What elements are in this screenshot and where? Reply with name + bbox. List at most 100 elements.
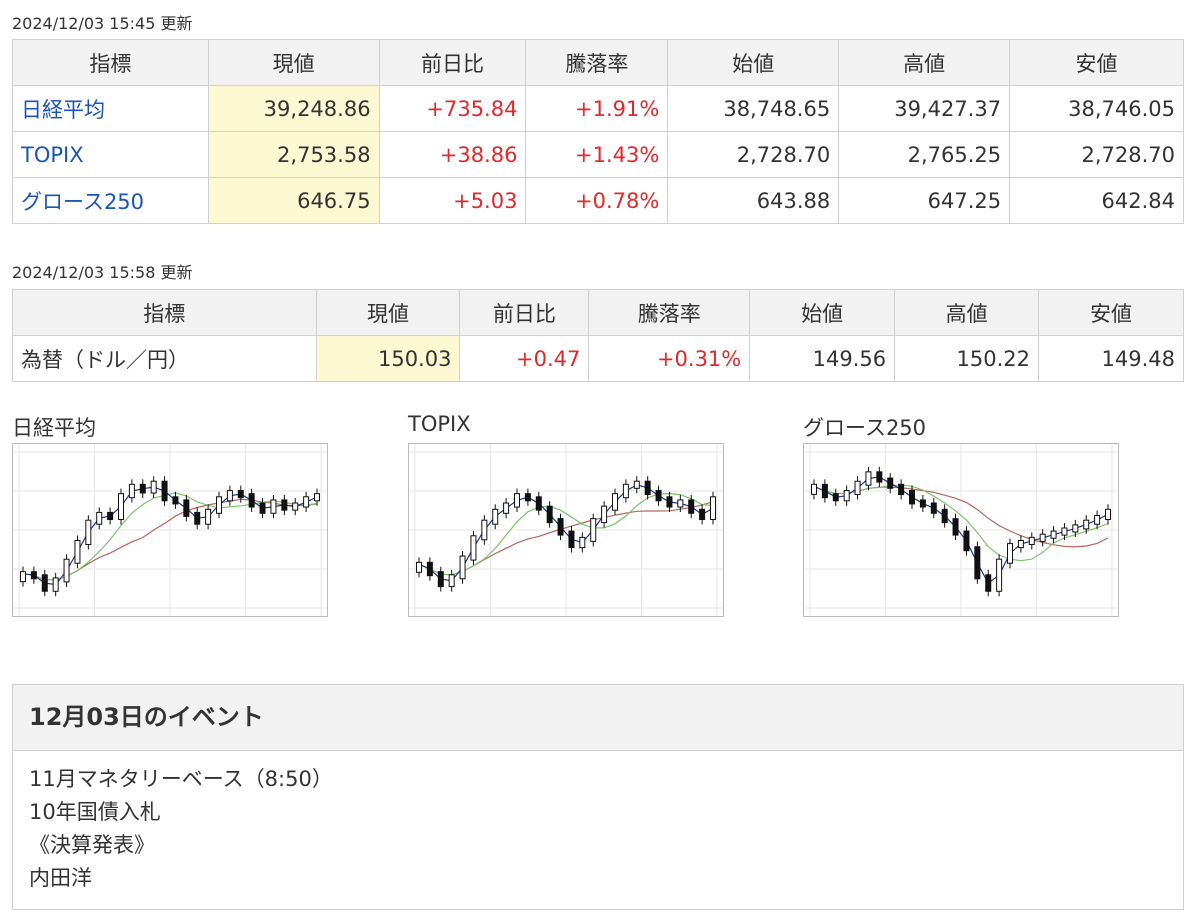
candle-body: [887, 477, 894, 489]
candlestick-chart-growth250: [804, 444, 1118, 616]
candle-body: [941, 508, 948, 524]
candlestick-chart-nikkei: [13, 444, 327, 616]
chart-nikkei[interactable]: [12, 443, 328, 617]
chart-topix[interactable]: [408, 443, 724, 617]
fx-timestamp: 2024/12/03 15:58 更新: [12, 263, 193, 282]
open-value: 149.56: [749, 335, 896, 382]
col-header: 安値: [1009, 39, 1184, 86]
candle-body: [270, 499, 277, 514]
candle-body: [150, 480, 157, 494]
candle-body: [865, 471, 872, 486]
current-value: 150.03: [315, 335, 461, 382]
moving-average-mid: [418, 492, 714, 576]
col-header: 始値: [667, 39, 840, 86]
open-value: 2,728.70: [667, 131, 840, 178]
open-value: 38,748.65: [667, 85, 840, 132]
col-header: 現値: [315, 289, 461, 336]
candle-body: [1050, 530, 1057, 539]
current-value: 646.75: [207, 177, 380, 224]
table-row: TOPIX 2,753.58 +38.86 +1.43% 2,728.70 2,…: [12, 131, 1184, 178]
candle-body: [205, 508, 212, 525]
col-header: 始値: [749, 289, 896, 336]
candle-body: [843, 490, 850, 502]
candlestick-chart-topix: [409, 444, 723, 616]
col-header: 前日比: [459, 289, 590, 336]
candle-body: [1105, 508, 1111, 521]
candle-body: [172, 496, 179, 505]
change-value: +5.03: [378, 177, 527, 224]
candle-body: [470, 535, 477, 561]
candle-body: [535, 496, 542, 511]
chart-growth250[interactable]: [803, 443, 1119, 617]
change-value: +38.86: [378, 131, 527, 178]
candle-body: [96, 511, 103, 525]
index-link-topix[interactable]: TOPIX: [21, 142, 84, 167]
change-value: +0.47: [459, 335, 590, 382]
candle-body: [974, 546, 981, 580]
candle-body: [481, 519, 488, 541]
candle-body: [699, 508, 706, 521]
col-header: 指標: [12, 289, 317, 336]
candle-body: [655, 490, 662, 502]
events-panel: 12月03日のイベント 11月マネタリーベース（8:50） 10年国債入札 《決…: [12, 684, 1184, 910]
candle-body: [666, 496, 673, 508]
candle-body: [898, 483, 905, 496]
candle-body: [1028, 536, 1035, 545]
change-value: +735.84: [378, 85, 527, 132]
candle-body: [832, 493, 839, 502]
candle-body: [622, 483, 629, 499]
candle-body: [909, 490, 915, 505]
candle-body: [303, 496, 310, 508]
candle-body: [426, 561, 433, 577]
chart-title-nikkei: 日経平均: [12, 416, 96, 440]
table-header-row: 指標 現値 前日比 騰落率 始値 高値 安値: [12, 39, 1184, 86]
low-value: 38,746.05: [1009, 85, 1184, 132]
candle-body: [107, 511, 114, 521]
table-row: 日経平均 39,248.86 +735.84 +1.91% 38,748.65 …: [12, 85, 1184, 132]
candle-body: [41, 574, 48, 592]
low-value: 642.84: [1009, 177, 1184, 224]
candle-body: [74, 539, 81, 564]
index-link-nikkei[interactable]: 日経平均: [21, 97, 105, 122]
candle-body: [30, 571, 37, 580]
candle-body: [821, 483, 828, 499]
candle-body: [118, 493, 124, 521]
candle-body: [579, 536, 586, 549]
candle-body: [1072, 524, 1079, 533]
fx-table: 指標 現値 前日比 騰落率 始値 高値 安値 為替（ドル／円） 150.03 +…: [12, 289, 1184, 382]
rate-value: +1.43%: [525, 131, 669, 178]
event-item: 10年国債入札: [29, 800, 161, 824]
candle-body: [1083, 519, 1090, 530]
candle-body: [416, 561, 422, 573]
candle-body: [996, 558, 1003, 592]
candle-body: [1039, 533, 1046, 542]
event-item: 内田洋: [29, 866, 92, 890]
col-header: 高値: [894, 289, 1040, 336]
candle-body: [876, 471, 883, 483]
candle-body: [63, 558, 70, 583]
rate-value: +0.78%: [525, 177, 669, 224]
rate-value: +1.91%: [525, 85, 669, 132]
candle-body: [590, 518, 597, 542]
events-title: 12月03日のイベント: [13, 685, 1183, 751]
candle-body: [963, 530, 970, 552]
candle-body: [514, 493, 520, 508]
candle-body: [644, 480, 651, 496]
candle-body: [161, 480, 168, 502]
candle-body: [139, 483, 146, 494]
candle-body: [281, 499, 288, 511]
low-value: 2,728.70: [1009, 131, 1184, 178]
col-header: 前日比: [378, 39, 527, 86]
candle-body: [557, 518, 564, 536]
col-header: 騰落率: [525, 39, 669, 86]
low-value: 149.48: [1038, 335, 1184, 382]
high-value: 647.25: [838, 177, 1011, 224]
candle-body: [854, 480, 861, 496]
candle-body: [183, 499, 190, 517]
candle-body: [524, 493, 531, 502]
moving-average-mid: [813, 484, 1109, 562]
moving-average-short: [418, 484, 714, 582]
candle-body: [503, 502, 510, 514]
high-value: 150.22: [894, 335, 1040, 382]
index-link-growth250[interactable]: グロース250: [21, 189, 145, 214]
